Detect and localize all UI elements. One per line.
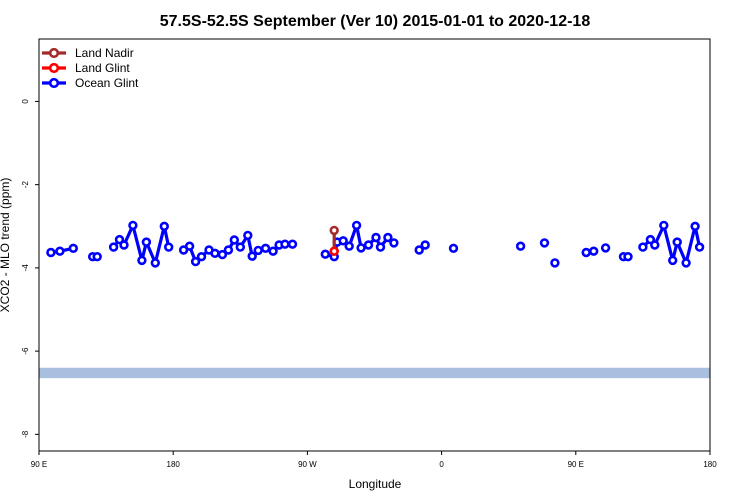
ocean-glint-point <box>420 240 430 250</box>
legend-land-glint-label: Land Glint <box>75 61 130 75</box>
ocean-glint-point <box>196 252 207 262</box>
ocean-glint-point <box>550 258 560 268</box>
ocean-glint-point <box>229 235 240 245</box>
y-tick-label: -4 <box>21 264 30 272</box>
ocean-glint-point <box>184 241 195 251</box>
legend-land-nadir-marker <box>48 47 60 59</box>
ocean-glint-point <box>672 237 682 247</box>
ocean-glint-point <box>681 258 691 268</box>
chart-title: 57.5S-52.5S September (Ver 10) 2015-01-0… <box>160 13 591 30</box>
ocean-glint-point <box>210 248 220 259</box>
legend-land-nadir-label: Land Nadir <box>75 46 134 60</box>
x-tick-label: 90 E <box>568 460 584 469</box>
ocean-glint-point <box>159 221 170 232</box>
x-tick-label: 180 <box>167 460 181 469</box>
ocean-glint-point <box>164 242 174 252</box>
ocean-glint-point <box>92 252 102 262</box>
ocean-glint-point <box>253 245 263 256</box>
ocean-glint-point <box>46 247 56 258</box>
ocean-glint-point <box>338 236 348 246</box>
ocean-glint-point <box>351 220 362 231</box>
ocean-glint-point <box>235 242 246 252</box>
ocean-glint-point <box>588 246 599 256</box>
ocean-glint-point <box>623 252 633 262</box>
ocean-glint-point <box>287 239 298 249</box>
ocean-glint-point <box>55 246 65 256</box>
land-glint-point <box>329 246 339 256</box>
plot-area <box>39 220 710 379</box>
ocean-glint-point <box>600 243 611 253</box>
ocean-glint-point <box>650 240 660 250</box>
x-axis-label: Longitude <box>349 477 402 491</box>
ocean-glint-point <box>108 242 119 252</box>
y-tick-label: -8 <box>21 430 30 438</box>
ocean-glint-point <box>383 232 393 243</box>
ocean-glint-point <box>667 255 678 266</box>
ocean-glint-point <box>268 246 278 256</box>
ocean-glint-point <box>128 220 138 231</box>
y-tick-label: -2 <box>21 181 30 189</box>
ocean-glint-point <box>690 221 700 232</box>
ocean-glint-point <box>137 255 147 266</box>
land-nadir-point <box>329 225 339 236</box>
ocean-glint-point <box>223 245 234 255</box>
land-band <box>39 367 710 379</box>
legend-land-glint-marker <box>48 62 60 74</box>
ocean-glint-point <box>247 251 257 261</box>
ocean-glint-point <box>448 243 459 254</box>
ocean-glint-point <box>694 242 705 252</box>
x-tick-label: 180 <box>703 460 717 469</box>
ocean-glint-point <box>344 241 354 251</box>
ocean-glint-point <box>363 240 374 250</box>
x-axis: 90 E 180 90 W 0 90 E 180 <box>31 451 717 469</box>
ocean-glint-point <box>217 249 228 260</box>
ocean-glint-point <box>539 238 550 248</box>
ocean-glint-point <box>414 245 424 255</box>
plot-frame <box>38 38 711 452</box>
ocean-glint-point <box>581 247 591 258</box>
ocean-glint-point <box>243 230 253 241</box>
ocean-glint-point <box>320 249 330 259</box>
y-axis-label: XCO2 - MLO trend (ppm) <box>0 178 12 313</box>
y-tick-label: -6 <box>21 347 30 355</box>
ocean-glint-point <box>119 240 129 250</box>
ocean-glint-point <box>150 258 161 268</box>
y-axis: 0 -2 -4 -6 -8 <box>21 99 39 438</box>
x-tick-label: 90 W <box>298 460 317 469</box>
ocean-glint-point <box>141 237 152 247</box>
y-tick-label: 0 <box>21 99 30 104</box>
ocean-glint-point <box>260 243 271 254</box>
ocean-glint-point <box>515 241 526 251</box>
ocean-glint-point <box>356 243 366 253</box>
ocean-glint-point <box>375 242 386 252</box>
x-tick-label: 0 <box>439 460 444 469</box>
ocean-glint-point <box>371 232 381 243</box>
ocean-glint-point <box>68 243 79 254</box>
ocean-glint-point <box>280 239 290 249</box>
legend-ocean-glint-label: Ocean Glint <box>75 76 139 90</box>
ocean-glint-point <box>638 242 648 252</box>
x-tick-label: 90 E <box>31 460 47 469</box>
ocean-glint-point <box>389 238 399 248</box>
ocean-glint-point <box>659 220 669 231</box>
legend-ocean-glint-marker <box>48 77 60 89</box>
ocean-glint-point <box>190 256 201 267</box>
